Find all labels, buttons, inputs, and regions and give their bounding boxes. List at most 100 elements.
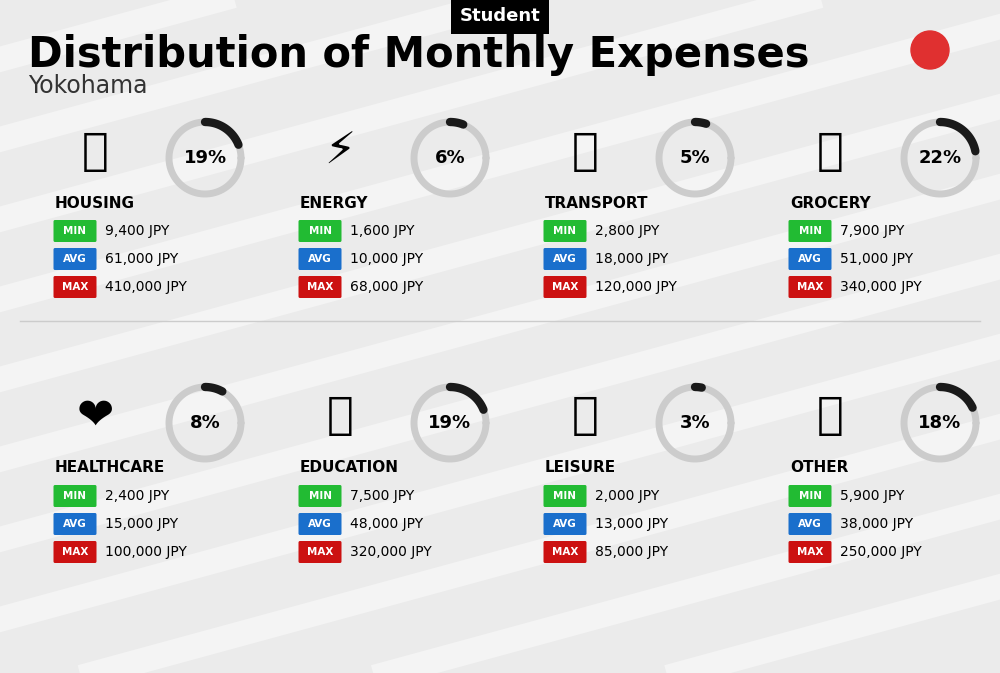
Text: 🛒: 🛒 xyxy=(817,129,843,172)
FancyBboxPatch shape xyxy=(788,248,832,270)
FancyBboxPatch shape xyxy=(544,220,586,242)
Text: 7,900 JPY: 7,900 JPY xyxy=(840,224,904,238)
Text: 2,000 JPY: 2,000 JPY xyxy=(595,489,659,503)
FancyBboxPatch shape xyxy=(298,513,342,535)
FancyBboxPatch shape xyxy=(544,541,586,563)
Text: MAX: MAX xyxy=(797,547,823,557)
FancyBboxPatch shape xyxy=(298,485,342,507)
Text: AVG: AVG xyxy=(553,519,577,529)
FancyBboxPatch shape xyxy=(544,248,586,270)
FancyBboxPatch shape xyxy=(298,276,342,298)
Text: MIN: MIN xyxy=(554,226,576,236)
Text: MIN: MIN xyxy=(798,226,822,236)
Text: 2,800 JPY: 2,800 JPY xyxy=(595,224,659,238)
Text: 💰: 💰 xyxy=(817,394,843,437)
FancyBboxPatch shape xyxy=(298,248,342,270)
Text: MIN: MIN xyxy=(798,491,822,501)
Text: MAX: MAX xyxy=(552,282,578,292)
Text: AVG: AVG xyxy=(553,254,577,264)
Text: MIN: MIN xyxy=(554,491,576,501)
Text: ⚡: ⚡ xyxy=(324,129,356,172)
Text: HEALTHCARE: HEALTHCARE xyxy=(55,460,165,476)
Text: 9,400 JPY: 9,400 JPY xyxy=(105,224,169,238)
Text: 340,000 JPY: 340,000 JPY xyxy=(840,280,922,294)
Text: 🎓: 🎓 xyxy=(327,394,353,437)
Text: 19%: 19% xyxy=(183,149,227,167)
FancyBboxPatch shape xyxy=(54,485,96,507)
Text: 6%: 6% xyxy=(435,149,465,167)
Text: TRANSPORT: TRANSPORT xyxy=(545,195,648,211)
Text: 22%: 22% xyxy=(918,149,962,167)
FancyBboxPatch shape xyxy=(54,541,96,563)
Text: MIN: MIN xyxy=(64,226,87,236)
Text: MAX: MAX xyxy=(307,547,333,557)
FancyBboxPatch shape xyxy=(544,276,586,298)
FancyBboxPatch shape xyxy=(788,485,832,507)
Text: ENERGY: ENERGY xyxy=(300,195,368,211)
Text: 68,000 JPY: 68,000 JPY xyxy=(350,280,423,294)
Text: 8%: 8% xyxy=(190,414,220,432)
Text: EDUCATION: EDUCATION xyxy=(300,460,399,476)
Text: 18%: 18% xyxy=(918,414,962,432)
Text: Student: Student xyxy=(460,7,540,25)
Text: MAX: MAX xyxy=(797,282,823,292)
Text: Distribution of Monthly Expenses: Distribution of Monthly Expenses xyxy=(28,34,810,76)
Text: 🚌: 🚌 xyxy=(572,129,598,172)
Text: 320,000 JPY: 320,000 JPY xyxy=(350,545,432,559)
Text: 7,500 JPY: 7,500 JPY xyxy=(350,489,414,503)
Text: AVG: AVG xyxy=(63,254,87,264)
FancyBboxPatch shape xyxy=(54,276,96,298)
Text: MIN: MIN xyxy=(308,226,332,236)
Text: MAX: MAX xyxy=(62,547,88,557)
Text: AVG: AVG xyxy=(308,254,332,264)
Text: MAX: MAX xyxy=(552,547,578,557)
FancyBboxPatch shape xyxy=(544,485,586,507)
Text: 38,000 JPY: 38,000 JPY xyxy=(840,517,913,531)
Text: MAX: MAX xyxy=(62,282,88,292)
Text: AVG: AVG xyxy=(798,519,822,529)
Text: 3%: 3% xyxy=(680,414,710,432)
Text: 48,000 JPY: 48,000 JPY xyxy=(350,517,423,531)
Text: AVG: AVG xyxy=(798,254,822,264)
Text: MIN: MIN xyxy=(64,491,87,501)
FancyBboxPatch shape xyxy=(788,276,832,298)
Text: AVG: AVG xyxy=(63,519,87,529)
FancyBboxPatch shape xyxy=(788,220,832,242)
Text: 100,000 JPY: 100,000 JPY xyxy=(105,545,187,559)
Text: 2,400 JPY: 2,400 JPY xyxy=(105,489,169,503)
Text: 🛍: 🛍 xyxy=(572,394,598,437)
Text: 13,000 JPY: 13,000 JPY xyxy=(595,517,668,531)
Text: 🏢: 🏢 xyxy=(82,129,108,172)
FancyBboxPatch shape xyxy=(788,541,832,563)
FancyBboxPatch shape xyxy=(788,513,832,535)
Text: 18,000 JPY: 18,000 JPY xyxy=(595,252,668,266)
Text: 120,000 JPY: 120,000 JPY xyxy=(595,280,677,294)
FancyBboxPatch shape xyxy=(54,220,96,242)
Text: MAX: MAX xyxy=(307,282,333,292)
Text: 19%: 19% xyxy=(428,414,472,432)
Text: 61,000 JPY: 61,000 JPY xyxy=(105,252,178,266)
Text: ❤: ❤ xyxy=(76,394,114,437)
Text: 410,000 JPY: 410,000 JPY xyxy=(105,280,187,294)
Text: 15,000 JPY: 15,000 JPY xyxy=(105,517,178,531)
FancyBboxPatch shape xyxy=(54,248,96,270)
Text: 250,000 JPY: 250,000 JPY xyxy=(840,545,922,559)
Text: 1,600 JPY: 1,600 JPY xyxy=(350,224,415,238)
Text: HOUSING: HOUSING xyxy=(55,195,135,211)
Text: 85,000 JPY: 85,000 JPY xyxy=(595,545,668,559)
Text: GROCERY: GROCERY xyxy=(790,195,871,211)
Text: 10,000 JPY: 10,000 JPY xyxy=(350,252,423,266)
FancyBboxPatch shape xyxy=(54,513,96,535)
FancyBboxPatch shape xyxy=(298,541,342,563)
FancyBboxPatch shape xyxy=(298,220,342,242)
Text: AVG: AVG xyxy=(308,519,332,529)
FancyBboxPatch shape xyxy=(544,513,586,535)
Text: 51,000 JPY: 51,000 JPY xyxy=(840,252,913,266)
Text: Yokohama: Yokohama xyxy=(28,74,148,98)
Circle shape xyxy=(911,31,949,69)
Text: MIN: MIN xyxy=(308,491,332,501)
Text: OTHER: OTHER xyxy=(790,460,848,476)
Text: 5%: 5% xyxy=(680,149,710,167)
Text: 5,900 JPY: 5,900 JPY xyxy=(840,489,904,503)
Text: LEISURE: LEISURE xyxy=(545,460,616,476)
